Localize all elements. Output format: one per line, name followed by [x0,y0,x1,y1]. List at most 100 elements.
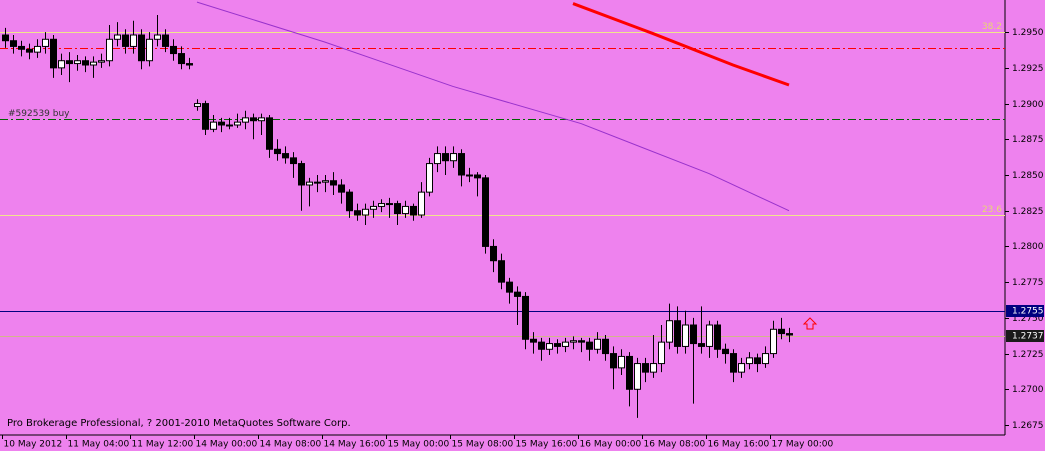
candle-body [242,117,249,123]
candle-body [770,328,777,355]
candle-body [354,210,361,216]
level-label: #592539 buy [8,109,70,119]
y-tick-label: 1.2875 [1012,135,1044,145]
y-tick-label: 1.2825 [1012,207,1044,217]
candle-body [498,260,505,283]
candle-body [42,38,49,47]
candle-body [762,353,769,365]
candle-body [178,53,185,65]
candle-body [10,40,17,47]
candle-body [234,121,241,126]
price-label-box [1006,330,1044,342]
candle-body [530,338,537,343]
x-tick-label: 11 May 12:00 [132,440,194,450]
candle-body [314,181,321,184]
candle-body [642,363,649,373]
candle-body [82,60,89,66]
price-label-box [1006,305,1044,317]
y-tick-label: 1.2950 [1012,28,1044,38]
candle-body [122,34,129,47]
candle-body [578,340,585,343]
candle-body [282,153,289,159]
candle-body [434,153,441,165]
buy-arrow [802,317,818,330]
candle-body [586,341,593,350]
x-tick-label: 10 May 2012 [4,440,63,450]
candle-body [194,103,201,107]
candle-body [666,320,673,343]
candle-body [594,338,601,350]
candle-body [546,343,553,350]
candle-body [722,348,729,355]
candle-body [482,177,489,247]
candle-body [218,121,225,126]
x-tick-label: 14 May 00:00 [196,440,258,450]
candle-body [338,184,345,193]
candle-body [274,148,281,155]
candle-body [458,153,465,176]
x-tick-label: 16 May 00:00 [580,440,642,450]
candle-body [162,34,169,47]
candle-body [602,338,609,355]
candle-body [2,34,9,42]
y-tick-label: 1.2900 [1012,100,1044,110]
candle-body [786,333,793,336]
candle-body [322,180,329,183]
y-tick-label: 1.2800 [1012,242,1044,252]
candle-body [650,363,657,373]
x-tick-label: 15 May 08:00 [452,440,514,450]
candle-body [50,38,57,69]
candle-body [506,281,513,293]
candle-body [554,343,561,347]
candle-body [754,357,761,365]
candle-body [570,340,577,343]
y-tick-label: 1.2725 [1012,350,1044,360]
candle-body [298,163,305,186]
candle-body [714,324,721,350]
candle-body [138,34,145,62]
level-label: 23.6 [982,205,1002,215]
candle-body [738,363,745,373]
candle-body [66,60,73,65]
candle-body [106,38,113,62]
candle-body [426,163,433,193]
candle-body [258,117,265,122]
candle-body [130,34,137,47]
candle-body [74,60,81,65]
candle-body [410,205,417,216]
candle-body [394,203,401,215]
candle-body [658,341,665,365]
candle-body [58,60,65,69]
y-tick-label: 1.2750 [1012,314,1044,324]
x-tick-label: 16 May 16:00 [708,440,770,450]
candle-body [210,121,217,130]
candle-body [674,320,681,347]
y-tick-label: 1.2675 [1012,421,1044,431]
candle-body [514,291,521,297]
price-label: 1.2755 [1012,307,1044,317]
candle-body [706,324,713,347]
candle-body [226,124,233,127]
candle-body [402,205,409,215]
candle-body [562,341,569,347]
candle-body [626,355,633,390]
candle-body [474,174,481,179]
y-tick-label: 1.2925 [1012,64,1044,74]
candle-body [450,153,457,162]
candle-body [250,117,257,122]
candle-body [114,34,121,40]
candle-body [378,203,385,207]
candle-body [386,203,393,206]
x-tick-label: 15 May 00:00 [388,440,450,450]
candle-body [442,153,449,162]
x-tick-label: 14 May 16:00 [324,440,386,450]
candle-body [26,48,33,53]
candle-body [186,63,193,66]
level-label: 38.2 [982,22,1002,32]
candle-body [634,363,641,390]
candle-body [538,341,545,350]
candle-body [98,60,105,63]
y-tick-label: 1.2775 [1012,278,1044,288]
